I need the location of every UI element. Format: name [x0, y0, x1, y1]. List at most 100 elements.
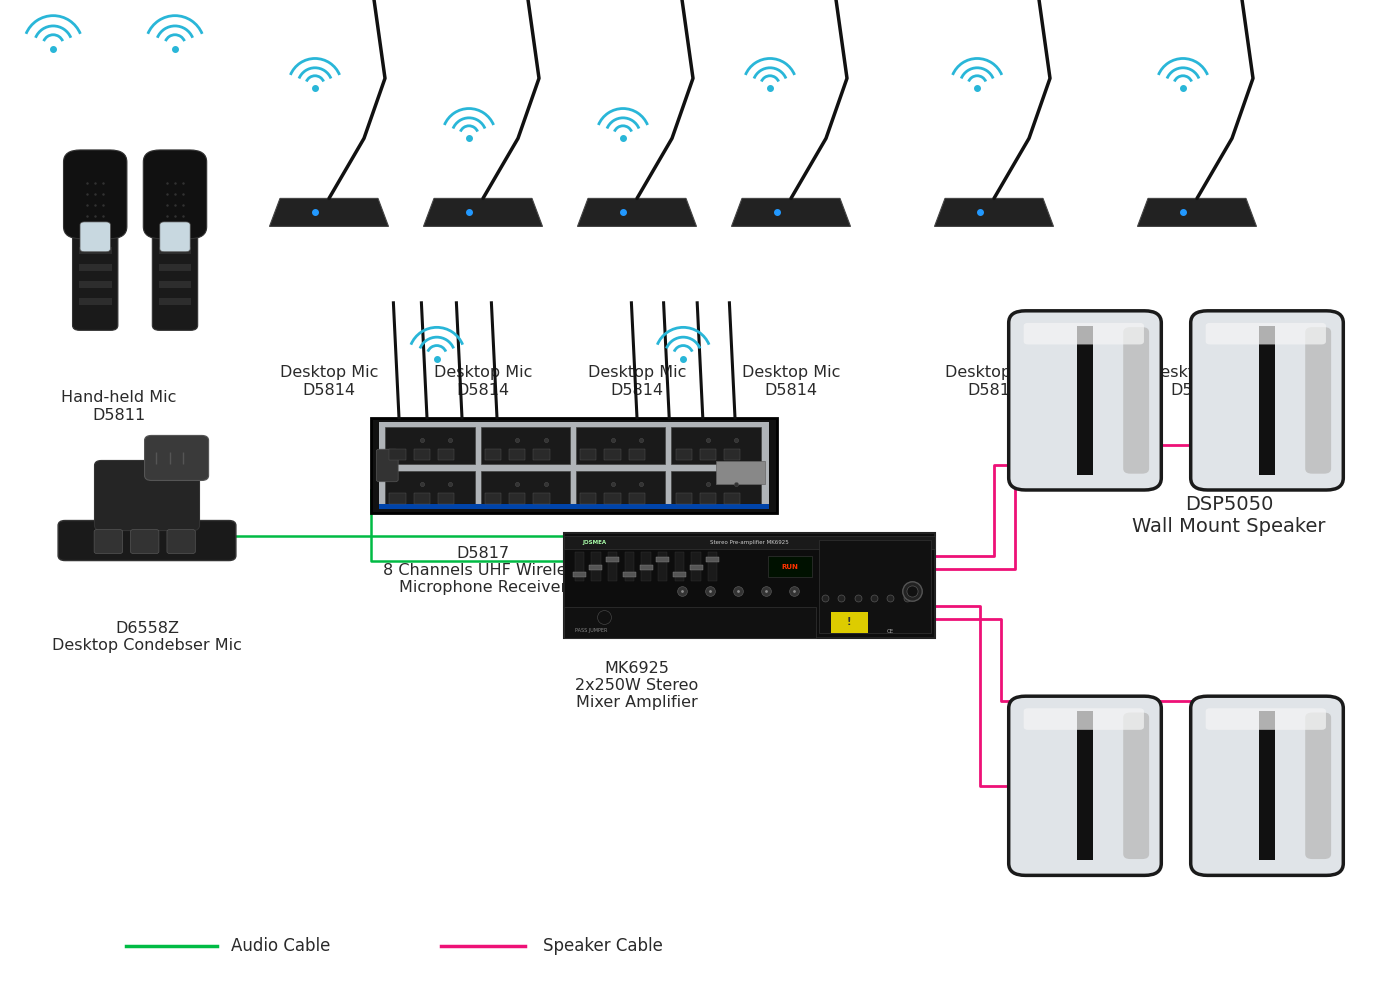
FancyBboxPatch shape [385, 471, 475, 508]
FancyBboxPatch shape [715, 460, 764, 484]
Text: Audio Cable: Audio Cable [231, 937, 330, 955]
FancyBboxPatch shape [591, 552, 601, 582]
FancyBboxPatch shape [533, 492, 550, 504]
FancyBboxPatch shape [1305, 327, 1331, 473]
Text: MK6925
2x250W Stereo
Mixer Amplifier: MK6925 2x250W Stereo Mixer Amplifier [575, 661, 699, 711]
FancyBboxPatch shape [78, 298, 112, 305]
FancyBboxPatch shape [78, 281, 112, 288]
FancyBboxPatch shape [57, 521, 235, 561]
FancyBboxPatch shape [130, 530, 160, 554]
FancyBboxPatch shape [708, 552, 717, 582]
Text: Stereo Pre-amplifier MK6925: Stereo Pre-amplifier MK6925 [710, 540, 788, 545]
FancyBboxPatch shape [624, 552, 634, 582]
FancyBboxPatch shape [1205, 323, 1326, 344]
Polygon shape [935, 198, 1053, 226]
FancyBboxPatch shape [533, 449, 550, 459]
Text: PASS JUMPER: PASS JUMPER [574, 628, 608, 633]
FancyBboxPatch shape [640, 565, 652, 570]
Text: Hand-held Mic
D5811: Hand-held Mic D5811 [62, 390, 176, 422]
FancyBboxPatch shape [167, 530, 195, 554]
FancyBboxPatch shape [158, 264, 192, 271]
FancyBboxPatch shape [371, 418, 777, 513]
FancyBboxPatch shape [724, 449, 741, 459]
FancyBboxPatch shape [1023, 709, 1144, 730]
FancyBboxPatch shape [1008, 310, 1162, 490]
FancyBboxPatch shape [724, 492, 741, 504]
FancyBboxPatch shape [672, 427, 760, 463]
FancyBboxPatch shape [700, 492, 717, 504]
FancyBboxPatch shape [629, 449, 645, 459]
FancyBboxPatch shape [94, 460, 199, 531]
FancyBboxPatch shape [510, 449, 525, 459]
FancyBboxPatch shape [675, 449, 692, 459]
FancyBboxPatch shape [385, 427, 475, 463]
FancyBboxPatch shape [692, 552, 701, 582]
FancyBboxPatch shape [767, 557, 812, 578]
FancyBboxPatch shape [657, 558, 669, 563]
Text: CE: CE [886, 629, 893, 634]
FancyBboxPatch shape [1123, 327, 1149, 473]
FancyBboxPatch shape [574, 552, 584, 582]
FancyBboxPatch shape [1205, 709, 1326, 730]
FancyBboxPatch shape [1077, 326, 1093, 474]
FancyBboxPatch shape [160, 222, 190, 251]
FancyBboxPatch shape [438, 492, 454, 504]
FancyBboxPatch shape [629, 492, 645, 504]
FancyBboxPatch shape [1008, 697, 1162, 875]
Text: DSP5050
Wall Mount Speaker: DSP5050 Wall Mount Speaker [1133, 495, 1326, 537]
FancyBboxPatch shape [379, 421, 769, 510]
Text: Desktop Mic
D5814: Desktop Mic D5814 [588, 365, 686, 397]
Polygon shape [423, 198, 542, 226]
FancyBboxPatch shape [510, 492, 525, 504]
FancyBboxPatch shape [606, 558, 619, 563]
FancyBboxPatch shape [389, 492, 406, 504]
FancyBboxPatch shape [580, 492, 596, 504]
FancyBboxPatch shape [575, 471, 665, 508]
FancyBboxPatch shape [690, 565, 703, 570]
FancyBboxPatch shape [379, 504, 769, 510]
FancyBboxPatch shape [78, 264, 112, 271]
FancyBboxPatch shape [413, 449, 430, 459]
FancyBboxPatch shape [707, 558, 720, 563]
FancyBboxPatch shape [563, 537, 935, 549]
FancyBboxPatch shape [672, 471, 760, 508]
Text: JOSMEA: JOSMEA [582, 540, 606, 545]
FancyBboxPatch shape [658, 552, 668, 582]
FancyBboxPatch shape [1077, 712, 1093, 860]
FancyBboxPatch shape [158, 281, 192, 288]
FancyBboxPatch shape [158, 298, 192, 305]
FancyBboxPatch shape [573, 572, 585, 578]
FancyBboxPatch shape [1123, 713, 1149, 859]
FancyBboxPatch shape [608, 552, 617, 582]
FancyBboxPatch shape [830, 612, 868, 633]
Polygon shape [731, 198, 850, 226]
FancyBboxPatch shape [73, 226, 118, 330]
FancyBboxPatch shape [575, 427, 665, 463]
Text: D6558Z
Desktop Condebser Mic: D6558Z Desktop Condebser Mic [52, 621, 242, 653]
Text: Desktop Mic
D5814: Desktop Mic D5814 [280, 365, 378, 397]
FancyBboxPatch shape [700, 449, 717, 459]
FancyBboxPatch shape [484, 492, 501, 504]
FancyBboxPatch shape [589, 565, 602, 570]
FancyBboxPatch shape [580, 449, 596, 459]
FancyBboxPatch shape [63, 150, 127, 238]
FancyBboxPatch shape [675, 492, 692, 504]
FancyBboxPatch shape [480, 427, 570, 463]
Text: Desktop Mic
D5814: Desktop Mic D5814 [434, 365, 532, 397]
Text: Desktop Mic
D5814: Desktop Mic D5814 [945, 365, 1043, 397]
Text: Speaker Cable: Speaker Cable [543, 937, 664, 955]
FancyBboxPatch shape [80, 222, 111, 251]
FancyBboxPatch shape [605, 449, 620, 459]
FancyBboxPatch shape [438, 449, 454, 459]
FancyBboxPatch shape [1190, 310, 1344, 490]
FancyBboxPatch shape [144, 435, 209, 480]
FancyBboxPatch shape [389, 449, 406, 459]
Polygon shape [269, 198, 388, 226]
Polygon shape [577, 198, 697, 226]
FancyBboxPatch shape [78, 247, 112, 254]
Text: Desktop Mic
D5814: Desktop Mic D5814 [1148, 365, 1246, 397]
FancyBboxPatch shape [563, 533, 935, 639]
FancyBboxPatch shape [1023, 323, 1144, 344]
FancyBboxPatch shape [143, 150, 207, 238]
FancyBboxPatch shape [1259, 712, 1275, 860]
